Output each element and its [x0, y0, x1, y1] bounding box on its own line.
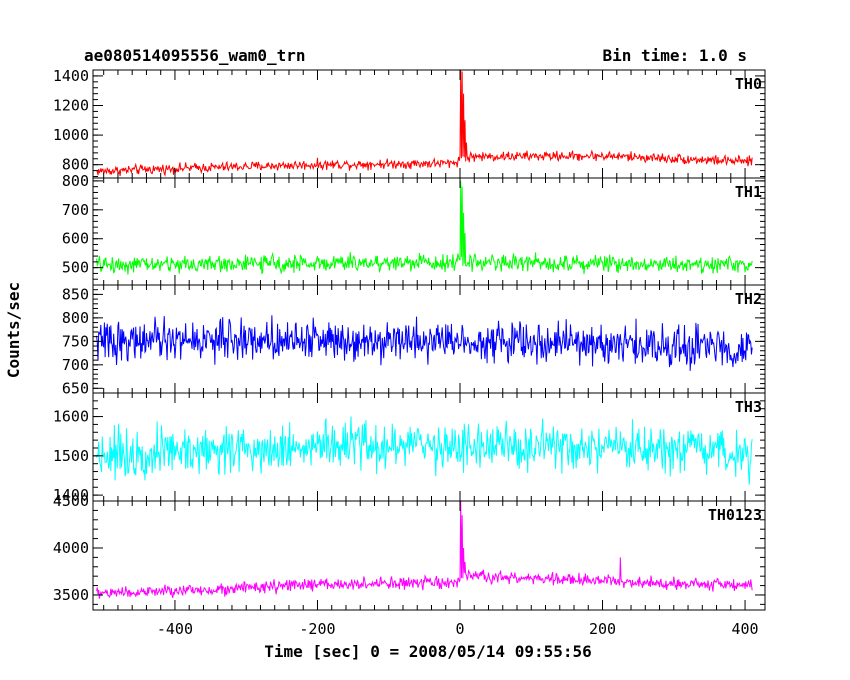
y-tick-label: 1500: [53, 447, 89, 465]
panel-label: TH3: [735, 398, 762, 416]
y-tick-label: 750: [62, 332, 89, 350]
panel-th3: 1400 1500 1600 TH3: [53, 392, 766, 504]
y-tick-label: 650: [62, 379, 89, 397]
y-tick-label: 700: [62, 201, 89, 219]
series-line-th3: [96, 416, 753, 485]
y-tick-label: 500: [62, 259, 89, 277]
y-tick-label: 1200: [53, 97, 89, 115]
x-tick-label: 0: [455, 620, 464, 638]
x-tick-label: -400: [157, 620, 193, 638]
chart-title-right: Bin time: 1.0 s: [603, 46, 748, 65]
y-tick-label: 3500: [53, 586, 89, 604]
series-line-th2: [96, 315, 753, 371]
y-tick-label: 800: [62, 172, 89, 190]
series-line-th1: [96, 180, 753, 275]
series-line-th0123: [96, 501, 753, 599]
panel-label: TH1: [735, 183, 762, 201]
panel-frame: [92, 177, 766, 286]
y-tick-label: 1600: [53, 408, 89, 426]
y-tick-label: 850: [62, 285, 89, 303]
panel-label: TH0: [735, 75, 762, 93]
chart-title-left: ae080514095556_wam0_trn: [84, 46, 306, 65]
y-tick-label: 4500: [53, 492, 89, 510]
y-tick-label: 1400: [53, 486, 89, 504]
x-tick-label: 400: [731, 620, 758, 638]
x-axis-label: Time [sec] 0 = 2008/05/14 09:55:56: [264, 642, 592, 661]
y-tick-label: 700: [62, 356, 89, 374]
panel-th0: 800 1000 1200 1400 TH0: [53, 67, 766, 179]
series-line-th0: [96, 70, 753, 177]
panel-th2: 650 700 750 800 850 TH2: [62, 284, 766, 397]
y-tick-label: 800: [62, 309, 89, 327]
panel-label: TH2: [735, 290, 762, 308]
y-tick-label: 800: [62, 156, 89, 174]
panels-group: 800 1000 1200 1400 TH0 500 600 700 800 TH1 650 700 7…: [53, 67, 766, 638]
panel-frame: [92, 500, 766, 611]
y-tick-label: 1000: [53, 126, 89, 144]
y-axis-label: Counts/sec: [4, 282, 23, 378]
x-tick-label: 200: [589, 620, 616, 638]
y-tick-label: 4000: [53, 539, 89, 557]
y-tick-label: 600: [62, 230, 89, 248]
y-tick-label: 1400: [53, 67, 89, 85]
panel-th1: 500 600 700 800 TH1: [62, 172, 766, 286]
panel-label: TH0123: [708, 506, 762, 524]
panel-th0123: 3500 4000 4500 TH0123: [53, 492, 766, 611]
x-tick-label: -200: [299, 620, 335, 638]
